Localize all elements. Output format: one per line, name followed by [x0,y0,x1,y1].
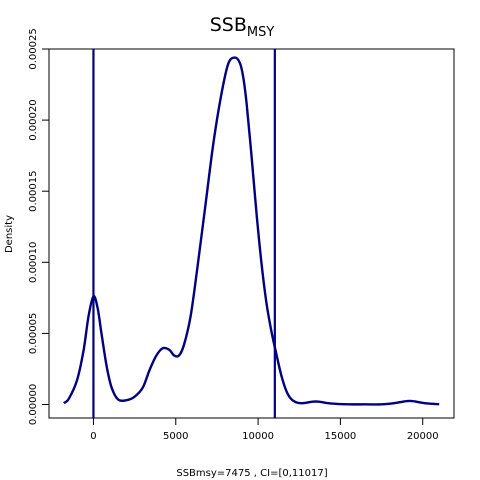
y-axis: 0.00000 0.00005 0.00010 0.00015 0.00020 0.000… [28,28,49,425]
x-axis: 0 5000 10000 15000 20000 [90,418,439,442]
y-tick-label: 0.00010 [28,242,39,283]
plot-frame [48,48,455,419]
y-tick-label: 0.00005 [28,313,39,354]
x-axis-label: SSBmsy=7475 , CI=[0,11017] [176,468,327,479]
y-axis-label: Density [4,215,15,253]
x-tick-label: 15000 [324,431,356,442]
title-subscript: MSY [247,25,274,40]
x-tick-label: 0 [90,431,96,442]
x-tick-label: 20000 [407,431,439,442]
title-main: SSB [210,14,247,36]
chart-title: SSBMSY [210,14,275,40]
y-tick-label: 0.00000 [28,384,39,425]
y-tick-label: 0.00015 [28,171,39,212]
y-tick-label: 0.00020 [28,99,39,140]
density-line [63,56,440,406]
y-tick-label: 0.00025 [28,28,39,69]
x-tick-label: 5000 [163,431,188,442]
plot-area [48,48,455,419]
x-tick-label: 10000 [242,431,274,442]
